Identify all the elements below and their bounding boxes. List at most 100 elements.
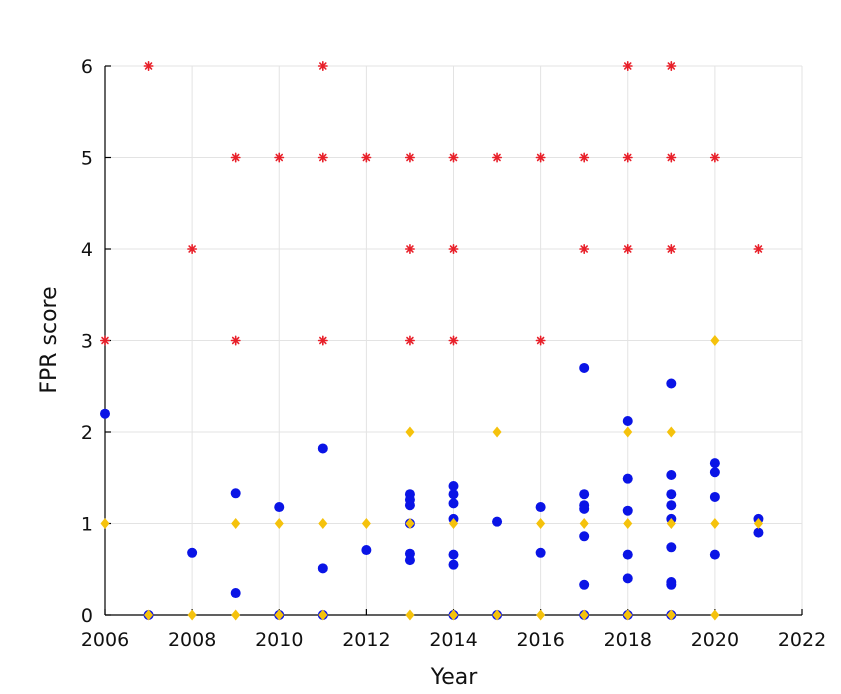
data-point-diamond (579, 609, 589, 621)
data-point-diamond (405, 609, 415, 621)
data-point-star (361, 152, 372, 163)
data-point-star (622, 152, 633, 163)
data-point-circle (230, 488, 241, 499)
data-point-diamond (666, 609, 676, 621)
data-point-circle (666, 378, 677, 389)
data-point-circle (709, 458, 720, 469)
data-point-diamond (449, 609, 458, 621)
x-tick-label: 2022 (778, 629, 826, 651)
data-point-star (535, 335, 546, 346)
labels-layer: 2006 2008 2010 2012 2014 2016 2018 2020 2022 0 1 2 3… (81, 56, 826, 651)
data-point-circle (404, 500, 415, 511)
y-tick-label: 0 (81, 605, 93, 627)
data-point-star (535, 152, 546, 163)
data-point-circle (404, 555, 415, 566)
data-point-star (492, 152, 503, 163)
data-point-star (404, 244, 415, 254)
x-tick-label: 2016 (516, 629, 564, 651)
data-point-star (448, 152, 459, 163)
data-point-circle (622, 573, 633, 584)
data-point-diamond (623, 426, 633, 438)
data-point-circle (622, 505, 633, 516)
data-point-diamond (623, 518, 633, 529)
data-point-diamond (710, 518, 720, 529)
data-point-circle (317, 563, 328, 574)
y-tick-label: 3 (81, 331, 93, 353)
x-tick-label: 2006 (81, 629, 129, 651)
x-tick-label: 2018 (604, 629, 652, 651)
data-point-diamond (536, 609, 546, 621)
data-point-diamond (318, 609, 328, 621)
data-point-star (317, 152, 328, 163)
data-point-circle (317, 443, 328, 454)
data-point-circle (448, 489, 459, 500)
x-tick-label: 2014 (429, 629, 477, 651)
y-tick-label: 5 (81, 148, 93, 170)
data-point-circle (100, 408, 110, 419)
data-point-diamond (318, 518, 328, 529)
data-point-diamond (666, 426, 676, 438)
data-point-circle (622, 473, 633, 484)
x-axis-title: Year (430, 665, 479, 690)
x-tick-label: 2020 (691, 629, 739, 651)
data-point-circle (666, 500, 677, 511)
data-point-circle (448, 559, 459, 570)
x-tick-label: 2008 (168, 629, 216, 651)
data-point-star (579, 244, 590, 254)
data-point-circle (753, 527, 764, 538)
data-point-star (100, 335, 110, 346)
data-point-circle (666, 470, 677, 481)
y-tick-label: 4 (81, 239, 93, 261)
data-point-star (666, 244, 677, 254)
data-point-circle (579, 531, 590, 542)
data-point-star (666, 60, 677, 71)
data-point-star (753, 244, 764, 254)
data-point-star (448, 335, 459, 346)
data-point-diamond (187, 609, 197, 621)
data-point-diamond (579, 518, 589, 529)
data-point-circle (666, 542, 677, 553)
data-point-circle (709, 467, 720, 478)
data-point-star (709, 152, 720, 163)
y-tick-label: 6 (81, 56, 93, 78)
x-tick-label: 2012 (342, 629, 390, 651)
data-point-circle (622, 416, 633, 427)
data-point-diamond (710, 335, 720, 346)
data-point-circle (666, 579, 677, 590)
y-tick-label: 2 (81, 422, 93, 444)
data-point-circle (535, 547, 546, 558)
data-point-circle (535, 502, 546, 513)
data-point-star (448, 244, 459, 254)
data-point-diamond (710, 609, 720, 621)
data-point-diamond (274, 609, 284, 621)
data-point-circle (448, 480, 459, 491)
data-point-circle (187, 547, 198, 558)
data-point-diamond (623, 609, 633, 621)
data-point-star (404, 335, 415, 346)
data-point-star (622, 244, 633, 254)
data-point-diamond (100, 518, 110, 529)
data-point-star (666, 152, 677, 163)
data-point-circle (709, 549, 720, 560)
data-point-circle (230, 588, 241, 599)
data-point-circle (579, 362, 590, 373)
marks-layer (100, 60, 764, 621)
data-point-star (404, 152, 415, 163)
data-point-circle (622, 549, 633, 560)
data-point-circle (709, 491, 720, 502)
data-point-diamond (536, 518, 546, 529)
y-tick-label: 1 (81, 514, 93, 536)
data-point-circle (579, 503, 590, 514)
data-point-diamond (492, 609, 502, 621)
data-point-diamond (405, 426, 415, 438)
data-point-star (317, 60, 328, 71)
data-point-star (579, 152, 590, 163)
data-point-star (187, 244, 198, 254)
data-point-star (230, 335, 241, 346)
data-point-diamond (361, 518, 371, 529)
data-point-star (230, 152, 241, 163)
data-point-diamond (274, 518, 284, 529)
data-point-star (622, 60, 633, 71)
